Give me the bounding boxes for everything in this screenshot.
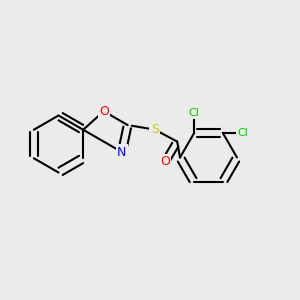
- Text: S: S: [151, 123, 159, 136]
- Text: N: N: [117, 146, 127, 159]
- Text: Cl: Cl: [189, 108, 200, 118]
- Text: O: O: [160, 155, 170, 169]
- Text: O: O: [99, 105, 109, 118]
- Text: Cl: Cl: [237, 128, 248, 138]
